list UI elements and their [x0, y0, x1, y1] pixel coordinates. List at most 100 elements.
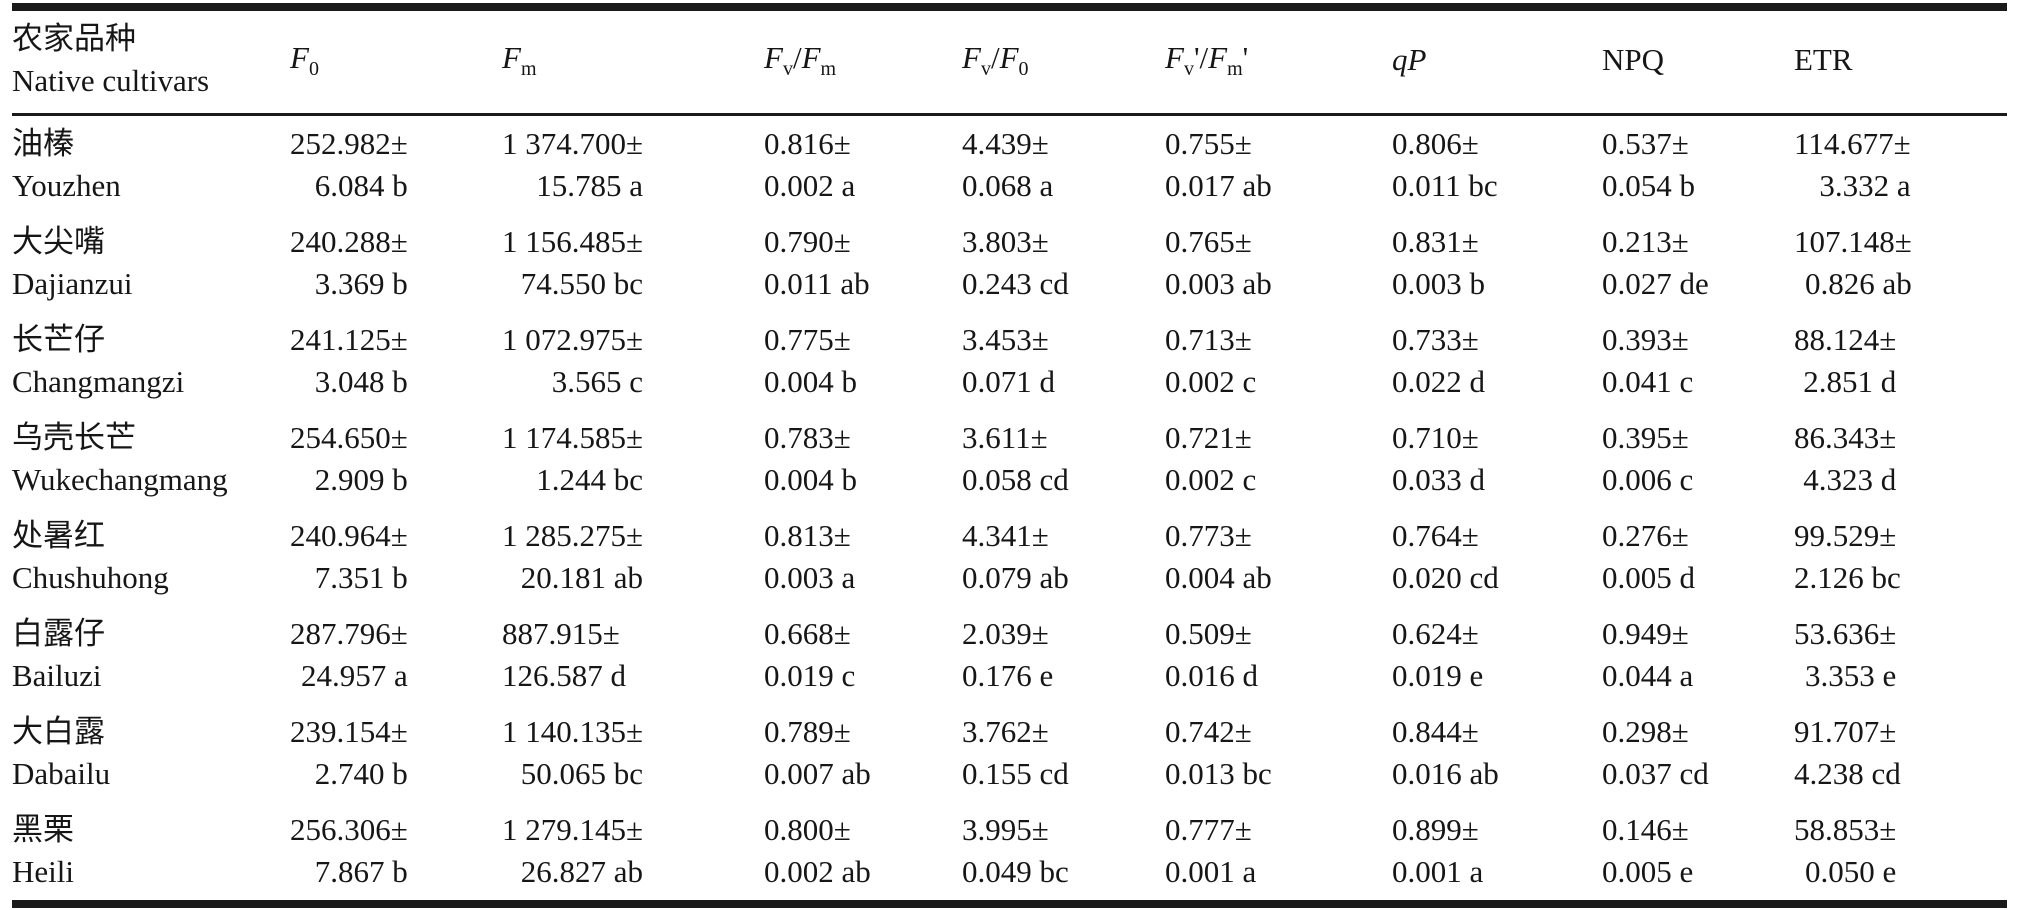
mean-se-pair: 0.710± 0.033 d — [1392, 417, 1485, 501]
value-cell: 0.742± 0.013 bc — [1165, 704, 1392, 802]
table-row: 长芒仔 Changmangzi 241.125± 3.048 b 1 072.975± 3… — [12, 312, 2007, 410]
mean-se-pair: 107.148± 0.826 ab — [1794, 221, 1912, 305]
mean-value: 0.813± — [764, 518, 851, 553]
column-header-fm: Fm — [502, 7, 764, 116]
mean-se-pair: 4.341± 0.079 ab — [962, 515, 1069, 599]
cultivar-name-cell: 乌壳长芒 Wukechangmang — [12, 410, 290, 508]
std-error-with-letter: 126.587 d — [502, 658, 626, 693]
mean-value: 240.964± — [290, 518, 408, 553]
std-error-with-letter: 2.126 bc — [1794, 560, 1901, 595]
mean-se-pair: 3.611± 0.058 cd — [962, 417, 1069, 501]
value-cell: 3.762± 0.155 cd — [962, 704, 1165, 802]
std-error-with-letter: 0.011 bc — [1392, 168, 1498, 203]
mean-value: 887.915± — [502, 616, 620, 651]
table-row: 黑栗 Heili 256.306± 7.867 b 1 279.145± 26.827 a… — [12, 802, 2007, 904]
std-error-with-letter: 0.019 c — [764, 658, 856, 693]
mean-value: 0.713± — [1165, 322, 1252, 357]
cultivar-name-en: Bailuzi — [12, 658, 102, 693]
value-cell: 0.831± 0.003 b — [1392, 214, 1602, 312]
std-error-with-letter: 0.011 ab — [764, 266, 870, 301]
mean-se-pair: 0.783± 0.004 b — [764, 417, 857, 501]
value-cell: 1 285.275± 20.181 ab — [502, 508, 764, 606]
mean-se-pair: 86.343± 4.323 d — [1794, 417, 1896, 501]
mean-value: 1 174.585± — [502, 420, 644, 455]
mean-se-pair: 240.288± 3.369 b — [290, 221, 408, 305]
mean-se-pair: 0.276± 0.005 d — [1602, 515, 1695, 599]
std-error-with-letter: 0.002 a — [764, 168, 856, 203]
value-cell: 239.154± 2.740 b — [290, 704, 502, 802]
std-error-with-letter: 0.050 e — [1805, 854, 1897, 889]
mean-value: 4.439± — [962, 126, 1049, 161]
cultivar-name-cn: 乌壳长芒 — [12, 420, 136, 455]
std-error-with-letter: 3.332 a — [1819, 168, 1911, 203]
std-error-with-letter: 3.565 c — [551, 364, 644, 399]
std-error-with-letter: 0.016 d — [1165, 658, 1258, 693]
mean-se-pair: 0.298± 0.037 cd — [1602, 711, 1709, 795]
value-cell: 99.529± 2.126 bc — [1794, 508, 2007, 606]
param-symbol: Fv/Fm — [764, 39, 837, 80]
mean-se-pair: 0.509± 0.016 d — [1165, 613, 1258, 697]
value-cell: 254.650± 2.909 b — [290, 410, 502, 508]
std-error-with-letter: 3.048 b — [314, 364, 408, 399]
value-cell: 0.773± 0.004 ab — [1165, 508, 1392, 606]
param-symbol: Fv'/Fm' — [1165, 39, 1249, 80]
value-cell: 252.982± 6.084 b — [290, 115, 502, 215]
mean-value: 254.650± — [290, 420, 408, 455]
mean-se-pair: 0.393± 0.041 c — [1602, 319, 1693, 403]
std-error-with-letter: 3.353 e — [1805, 658, 1897, 693]
mean-se-pair: 53.636± 3.353 e — [1794, 613, 1896, 697]
value-cell: 0.668± 0.019 c — [764, 606, 962, 704]
mean-se-pair: 0.146± 0.005 e — [1602, 809, 1693, 893]
mean-value: 0.775± — [764, 322, 851, 357]
mean-se-pair: 3.995± 0.049 bc — [962, 809, 1069, 893]
std-error-with-letter: 0.176 e — [962, 658, 1054, 693]
header-cultivars-en: Native cultivars — [12, 63, 210, 98]
cultivar-name-cell: 大白露 Dabailu — [12, 704, 290, 802]
std-error-with-letter: 26.827 ab — [520, 854, 644, 889]
mean-se-pair: 0.813± 0.003 a — [764, 515, 855, 599]
mean-se-pair: 887.915± 126.587 d — [502, 613, 626, 697]
table-row: 白露仔 Bailuzi 287.796± 24.957 a 887.915± 126.58… — [12, 606, 2007, 704]
mean-se-pair: 0.789± 0.007 ab — [764, 711, 871, 795]
mean-se-pair: 252.982± 6.084 b — [290, 123, 408, 207]
mean-value: 4.341± — [962, 518, 1049, 553]
table-row: 油榛 Youzhen 252.982± 6.084 b 1 374.700± 15.785… — [12, 115, 2007, 215]
cultivar-name-cn: 黑栗 — [12, 812, 74, 847]
std-error-with-letter: 15.785 a — [536, 168, 644, 203]
mean-se-pair: 0.765± 0.003 ab — [1165, 221, 1272, 305]
value-cell: 86.343± 4.323 d — [1794, 410, 2007, 508]
std-error-with-letter: 0.071 d — [962, 364, 1055, 399]
mean-value: 239.154± — [290, 714, 408, 749]
mean-se-pair: 1 285.275± 20.181 ab — [502, 515, 643, 599]
value-cell: 2.039± 0.176 e — [962, 606, 1165, 704]
value-cell: 256.306± 7.867 b — [290, 802, 502, 904]
mean-value: 0.789± — [764, 714, 851, 749]
mean-se-pair: 1 156.485± 74.550 bc — [502, 221, 643, 305]
mean-value: 0.800± — [764, 812, 851, 847]
table-row: 乌壳长芒 Wukechangmang 254.650± 2.909 b 1 174.58… — [12, 410, 2007, 508]
std-error-with-letter: 0.058 cd — [962, 462, 1069, 497]
mean-value: 0.764± — [1392, 518, 1479, 553]
mean-value: 86.343± — [1794, 420, 1897, 455]
mean-value: 0.537± — [1602, 126, 1689, 161]
mean-value: 0.298± — [1602, 714, 1689, 749]
value-cell: 0.800± 0.002 ab — [764, 802, 962, 904]
mean-value: 1 279.145± — [502, 812, 644, 847]
value-cell: 114.677± 3.332 a — [1794, 115, 2007, 215]
std-error-with-letter: 0.003 ab — [1165, 266, 1272, 301]
value-cell: 0.806± 0.011 bc — [1392, 115, 1602, 215]
std-error-with-letter: 3.369 b — [314, 266, 408, 301]
std-error-with-letter: 0.044 a — [1602, 658, 1694, 693]
value-cell: 88.124± 2.851 d — [1794, 312, 2007, 410]
value-cell: 1 374.700± 15.785 a — [502, 115, 764, 215]
value-cell: 0.146± 0.005 e — [1602, 802, 1794, 904]
mean-se-pair: 0.831± 0.003 b — [1392, 221, 1485, 305]
mean-se-pair: 0.816± 0.002 a — [764, 123, 855, 207]
value-cell: 1 279.145± 26.827 ab — [502, 802, 764, 904]
std-error-with-letter: 0.079 ab — [962, 560, 1069, 595]
mean-se-pair: 3.762± 0.155 cd — [962, 711, 1069, 795]
value-cell: 0.213± 0.027 de — [1602, 214, 1794, 312]
mean-se-pair: 1 140.135± 50.065 bc — [502, 711, 643, 795]
mean-se-pair: 0.790± 0.011 ab — [764, 221, 870, 305]
mean-se-pair: 0.537± 0.054 b — [1602, 123, 1695, 207]
